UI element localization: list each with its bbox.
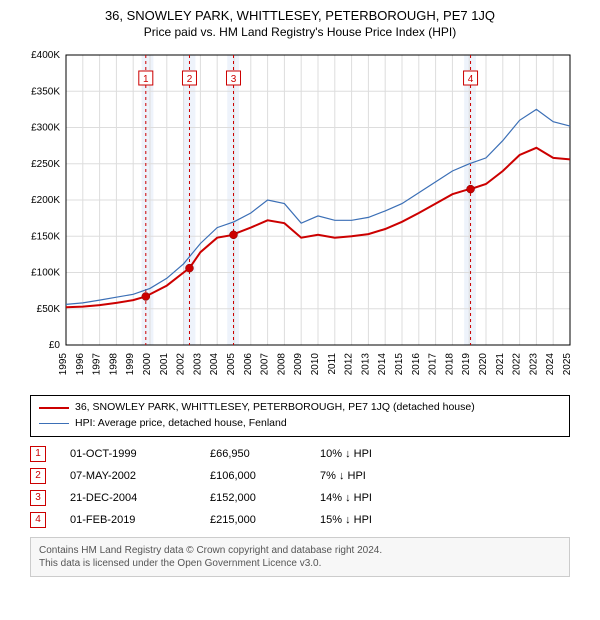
svg-text:2021: 2021 bbox=[495, 353, 506, 376]
svg-text:2025: 2025 bbox=[562, 353, 573, 376]
svg-text:2018: 2018 bbox=[444, 353, 455, 376]
svg-text:£300K: £300K bbox=[31, 123, 60, 134]
chart-subtitle: Price paid vs. HM Land Registry's House … bbox=[10, 25, 590, 39]
svg-text:2013: 2013 bbox=[360, 353, 371, 376]
legend-swatch bbox=[39, 407, 69, 409]
line-chart: £0 £50K £100K £150K £200K £250K £300K £350K £400… bbox=[20, 47, 580, 387]
legend-label: 36, SNOWLEY PARK, WHITTLESEY, PETERBOROU… bbox=[75, 400, 475, 416]
sale-pct-vs-hpi: 15% ↓ HPI bbox=[320, 514, 440, 526]
svg-text:£350K: £350K bbox=[31, 86, 60, 97]
svg-text:2002: 2002 bbox=[176, 353, 187, 376]
sale-pct-vs-hpi: 10% ↓ HPI bbox=[320, 448, 440, 460]
legend-item: 36, SNOWLEY PARK, WHITTLESEY, PETERBOROU… bbox=[39, 400, 561, 416]
legend-label: HPI: Average price, detached house, Fenl… bbox=[75, 416, 287, 432]
svg-text:2006: 2006 bbox=[243, 353, 254, 376]
sale-price: £215,000 bbox=[210, 514, 320, 526]
sale-marker-number: 3 bbox=[30, 490, 46, 506]
svg-text:2016: 2016 bbox=[411, 353, 422, 376]
sales-row: 2 07-MAY-2002£106,0007% ↓ HPI bbox=[30, 465, 570, 487]
sale-marker-number: 4 bbox=[30, 512, 46, 528]
svg-text:2005: 2005 bbox=[226, 353, 237, 376]
svg-text:1997: 1997 bbox=[92, 353, 103, 376]
footer-attribution: Contains HM Land Registry data © Crown c… bbox=[30, 537, 570, 577]
sale-date: 01-FEB-2019 bbox=[70, 514, 210, 526]
svg-text:£400K: £400K bbox=[31, 50, 60, 61]
page-container: 36, SNOWLEY PARK, WHITTLESEY, PETERBOROU… bbox=[0, 0, 600, 585]
svg-text:£250K: £250K bbox=[31, 159, 60, 170]
svg-text:2007: 2007 bbox=[260, 353, 271, 376]
svg-text:£50K: £50K bbox=[37, 304, 61, 315]
svg-text:4: 4 bbox=[468, 74, 474, 85]
sale-price: £66,950 bbox=[210, 448, 320, 460]
svg-text:2: 2 bbox=[187, 74, 193, 85]
svg-text:1: 1 bbox=[143, 74, 149, 85]
sales-row: 4 01-FEB-2019£215,00015% ↓ HPI bbox=[30, 509, 570, 531]
svg-text:2011: 2011 bbox=[327, 353, 338, 375]
sales-row: 1 01-OCT-1999£66,95010% ↓ HPI bbox=[30, 443, 570, 465]
legend-item: HPI: Average price, detached house, Fenl… bbox=[39, 416, 561, 432]
svg-text:2024: 2024 bbox=[545, 353, 556, 376]
svg-text:2009: 2009 bbox=[293, 353, 304, 376]
svg-text:2008: 2008 bbox=[276, 353, 287, 376]
svg-text:£0: £0 bbox=[49, 340, 61, 351]
svg-text:2022: 2022 bbox=[512, 353, 523, 376]
svg-text:2010: 2010 bbox=[310, 353, 321, 376]
svg-text:£200K: £200K bbox=[31, 195, 60, 206]
sale-pct-vs-hpi: 7% ↓ HPI bbox=[320, 470, 440, 482]
sale-price: £152,000 bbox=[210, 492, 320, 504]
footer-line-2: This data is licensed under the Open Gov… bbox=[39, 557, 561, 570]
sale-marker-number: 1 bbox=[30, 446, 46, 462]
svg-text:2017: 2017 bbox=[428, 353, 439, 376]
sales-table: 1 01-OCT-1999£66,95010% ↓ HPI 2 07-MAY-2002… bbox=[30, 443, 570, 531]
svg-text:2004: 2004 bbox=[209, 353, 220, 376]
sale-pct-vs-hpi: 14% ↓ HPI bbox=[320, 492, 440, 504]
sale-date: 21-DEC-2004 bbox=[70, 492, 210, 504]
svg-text:2001: 2001 bbox=[159, 353, 170, 376]
svg-text:2003: 2003 bbox=[192, 353, 203, 376]
svg-text:1995: 1995 bbox=[58, 353, 69, 376]
svg-text:1998: 1998 bbox=[108, 353, 119, 376]
svg-text:1996: 1996 bbox=[75, 353, 86, 376]
svg-text:2019: 2019 bbox=[461, 353, 472, 376]
svg-text:2014: 2014 bbox=[377, 353, 388, 376]
legend-box: 36, SNOWLEY PARK, WHITTLESEY, PETERBOROU… bbox=[30, 395, 570, 437]
sales-row: 3 21-DEC-2004£152,00014% ↓ HPI bbox=[30, 487, 570, 509]
svg-text:2020: 2020 bbox=[478, 353, 489, 376]
chart-title: 36, SNOWLEY PARK, WHITTLESEY, PETERBOROU… bbox=[10, 8, 590, 23]
svg-text:2000: 2000 bbox=[142, 353, 153, 376]
svg-text:£150K: £150K bbox=[31, 231, 60, 242]
footer-line-1: Contains HM Land Registry data © Crown c… bbox=[39, 544, 561, 557]
svg-text:2023: 2023 bbox=[528, 353, 539, 376]
sale-marker-number: 2 bbox=[30, 468, 46, 484]
sale-date: 01-OCT-1999 bbox=[70, 448, 210, 460]
sale-date: 07-MAY-2002 bbox=[70, 470, 210, 482]
sale-price: £106,000 bbox=[210, 470, 320, 482]
svg-text:2015: 2015 bbox=[394, 353, 405, 376]
chart-area: £0 £50K £100K £150K £200K £250K £300K £350K £400… bbox=[20, 47, 580, 387]
legend-swatch bbox=[39, 423, 69, 424]
svg-text:1999: 1999 bbox=[125, 353, 136, 376]
svg-text:3: 3 bbox=[231, 74, 237, 85]
svg-text:£100K: £100K bbox=[31, 268, 60, 279]
svg-text:2012: 2012 bbox=[344, 353, 355, 376]
